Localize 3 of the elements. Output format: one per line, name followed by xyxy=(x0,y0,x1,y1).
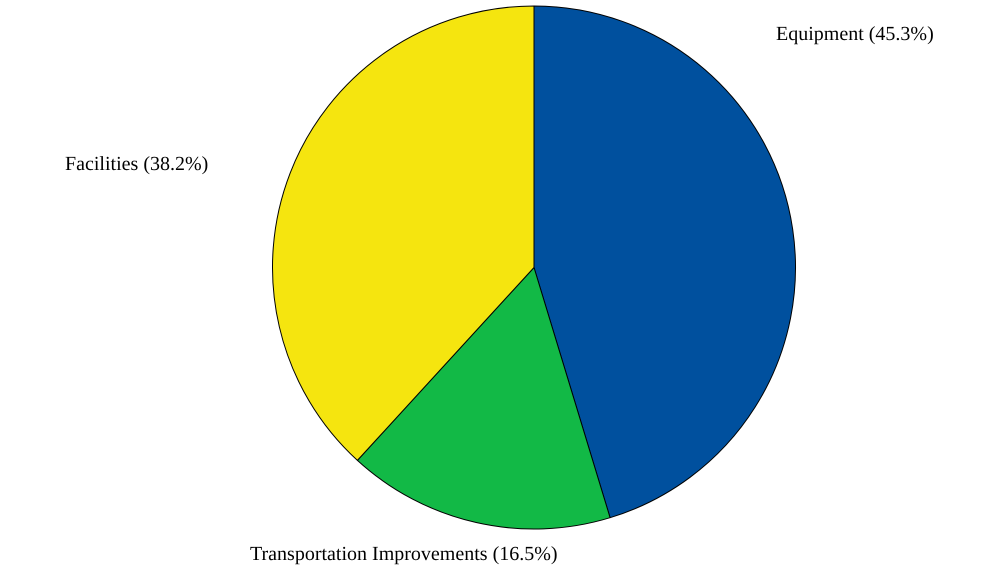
slice-label: Facilities (38.2%) xyxy=(65,153,208,175)
slice-label: Equipment (45.3%) xyxy=(776,23,934,45)
slice-label: Transportation Improvements (16.5%) xyxy=(250,543,558,565)
